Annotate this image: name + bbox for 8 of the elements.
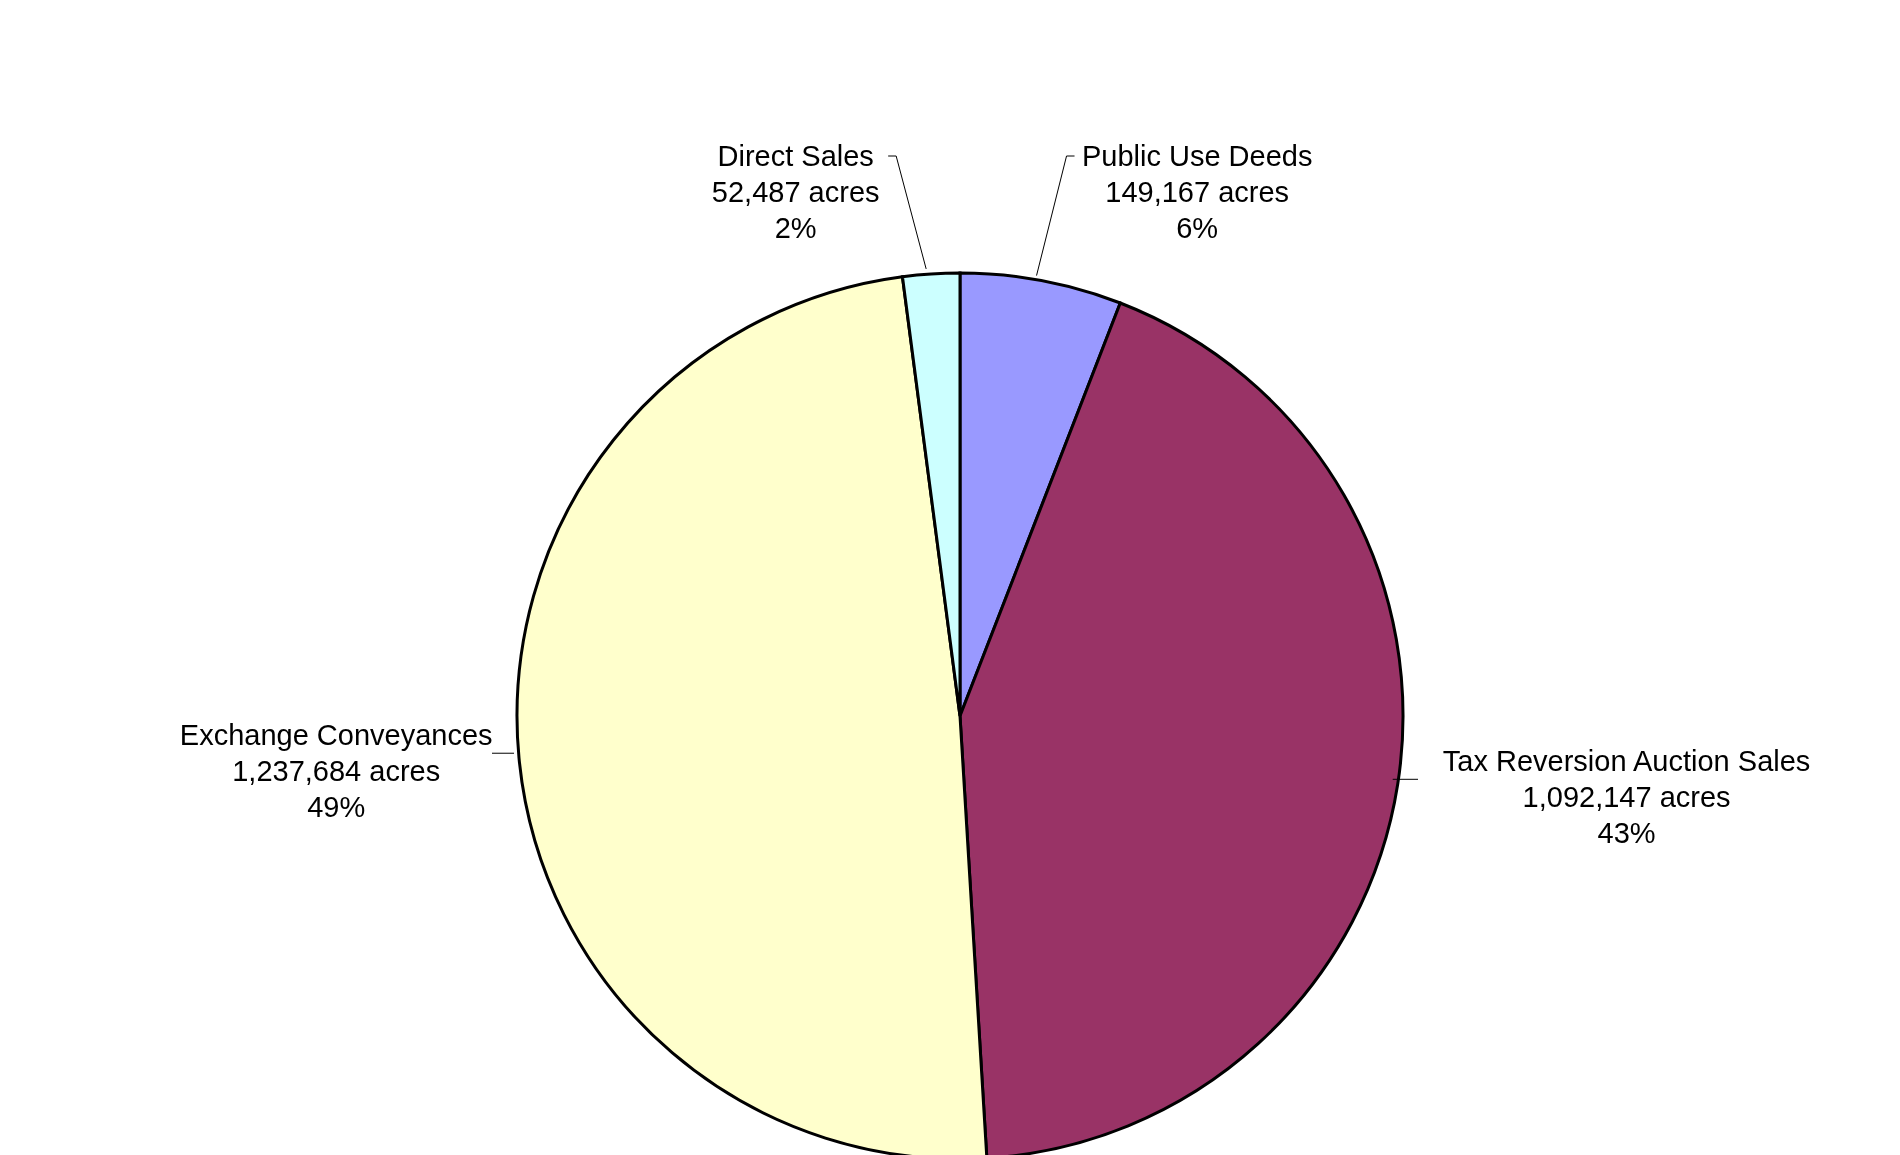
data-label: 1,092,147 acres 43% <box>1522 781 1731 850</box>
slice-label: Public Use Deeds <box>1081 140 1313 172</box>
slice-label: Tax Reversion Auction Sales <box>1442 745 1811 778</box>
data-label: 149,167 acres 6% <box>1105 176 1290 244</box>
data-label: 52,487 acres 2% <box>711 176 880 244</box>
slice-label: Direct Sales <box>717 140 874 172</box>
slice-label: Exchange Conveyances <box>179 719 493 752</box>
data-label: 1,237,684 acres 49% <box>232 755 441 824</box>
